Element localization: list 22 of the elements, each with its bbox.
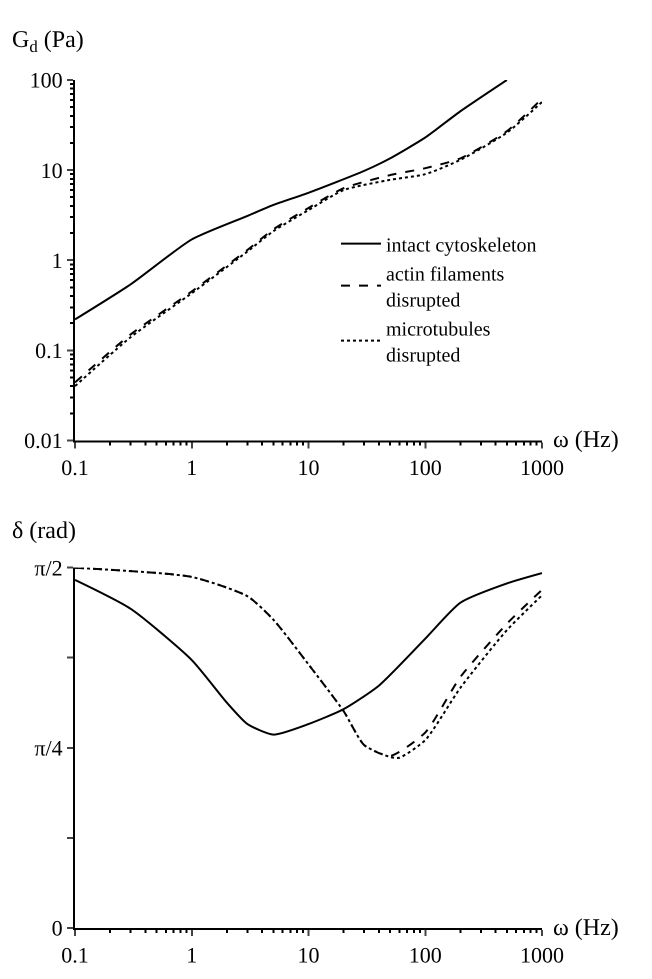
x-tick-label: 1000 <box>520 942 564 968</box>
y-tick-label: 0.1 <box>35 338 63 363</box>
legend-label: intact cytoskeleton <box>386 234 537 256</box>
y-axis-title: δ (rad) <box>12 518 76 544</box>
y-axis-title: G$_{d}$ (Pa) <box>12 27 84 56</box>
x-tick-label: 100 <box>408 454 442 480</box>
x-tick-label: 1 <box>186 454 198 480</box>
y-tick-label: 0.01 <box>24 428 63 454</box>
y-tick-label: π/4 <box>34 736 63 760</box>
x-axis-title: ω (Hz) <box>553 427 619 453</box>
y-tick-label: π/2 <box>34 555 63 580</box>
x-tick-label: 100 <box>408 942 442 968</box>
legend-label: microtubules disrupted <box>386 318 491 366</box>
y-tick-label: 0 <box>52 916 63 941</box>
x-tick-label: 10 <box>298 454 320 480</box>
y-tick-label: 10 <box>40 158 63 183</box>
x-tick-label: 1 <box>186 942 198 968</box>
x-tick-label: 10 <box>298 942 320 968</box>
y-tick-label: 1 <box>52 248 63 273</box>
y-tick-label: 100 <box>30 68 63 93</box>
x-axis-title: ω (Hz) <box>553 915 619 941</box>
x-tick-label: 1000 <box>520 454 564 480</box>
